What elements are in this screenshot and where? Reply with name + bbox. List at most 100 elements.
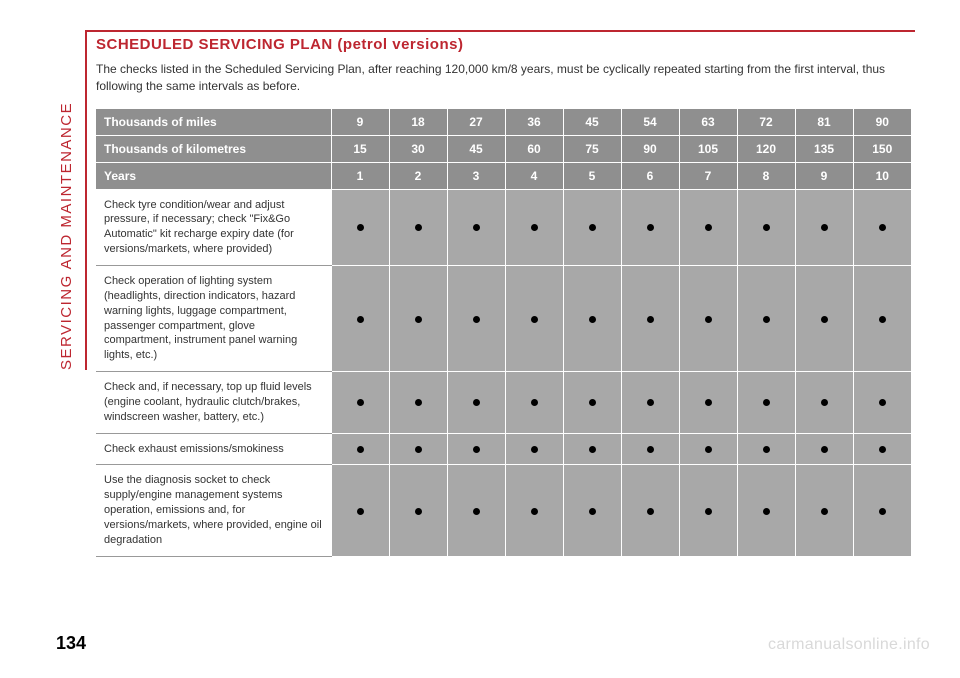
dot-icon (647, 508, 654, 515)
header-value: 8 (737, 162, 795, 189)
row-cell (447, 189, 505, 265)
row-cell (331, 433, 389, 465)
page-heading: SCHEDULED SERVICING PLAN (petrol version… (96, 36, 911, 53)
dot-icon (589, 316, 596, 323)
dot-icon (415, 316, 422, 323)
row-cell (447, 465, 505, 556)
dot-icon (879, 446, 886, 453)
header-value: 9 (331, 109, 389, 136)
row-cell (679, 189, 737, 265)
table-row: Check and, if necessary, top up fluid le… (96, 372, 911, 434)
header-label: Thousands of kilometres (96, 135, 331, 162)
row-cell (389, 265, 447, 371)
dot-icon (879, 224, 886, 231)
row-cell (505, 265, 563, 371)
dot-icon (473, 316, 480, 323)
row-cell (505, 189, 563, 265)
row-cell (795, 433, 853, 465)
header-value: 18 (389, 109, 447, 136)
dot-icon (589, 508, 596, 515)
dot-icon (415, 508, 422, 515)
dot-icon (821, 224, 828, 231)
dot-icon (415, 224, 422, 231)
dot-icon (705, 316, 712, 323)
row-label: Check and, if necessary, top up fluid le… (96, 372, 331, 434)
header-value: 54 (621, 109, 679, 136)
row-label: Check tyre condition/wear and adjust pre… (96, 189, 331, 265)
row-cell (331, 465, 389, 556)
content-area: SCHEDULED SERVICING PLAN (petrol version… (96, 36, 911, 557)
table-row: Use the diagnosis socket to check supply… (96, 465, 911, 556)
red-rule-vertical (85, 30, 87, 370)
servicing-table: Thousands of miles9182736455463728190Tho… (96, 109, 911, 557)
table-header: Thousands of miles9182736455463728190Tho… (96, 109, 911, 190)
dot-icon (763, 316, 770, 323)
row-cell (331, 189, 389, 265)
dot-icon (531, 508, 538, 515)
header-value: 3 (447, 162, 505, 189)
table-header-row: Years12345678910 (96, 162, 911, 189)
row-cell (679, 265, 737, 371)
row-cell (447, 265, 505, 371)
row-cell (853, 372, 911, 434)
dot-icon (357, 316, 364, 323)
header-value: 30 (389, 135, 447, 162)
header-value: 105 (679, 135, 737, 162)
header-value: 63 (679, 109, 737, 136)
header-value: 135 (795, 135, 853, 162)
dot-icon (473, 508, 480, 515)
header-value: 72 (737, 109, 795, 136)
row-cell (563, 189, 621, 265)
dot-icon (647, 399, 654, 406)
row-cell (795, 372, 853, 434)
row-cell (563, 465, 621, 556)
dot-icon (357, 399, 364, 406)
row-cell (331, 372, 389, 434)
row-cell (853, 265, 911, 371)
table-header-row: Thousands of miles9182736455463728190 (96, 109, 911, 136)
row-cell (679, 433, 737, 465)
table-body: Check tyre condition/wear and adjust pre… (96, 189, 911, 556)
dot-icon (879, 316, 886, 323)
row-cell (447, 372, 505, 434)
dot-icon (531, 446, 538, 453)
row-cell (795, 265, 853, 371)
row-cell (679, 465, 737, 556)
header-value: 75 (563, 135, 621, 162)
dot-icon (879, 508, 886, 515)
header-label: Years (96, 162, 331, 189)
row-cell (621, 372, 679, 434)
row-label: Check operation of lighting system (head… (96, 265, 331, 371)
row-cell (505, 433, 563, 465)
dot-icon (821, 399, 828, 406)
dot-icon (415, 446, 422, 453)
dot-icon (647, 224, 654, 231)
dot-icon (357, 224, 364, 231)
row-cell (853, 189, 911, 265)
row-label: Use the diagnosis socket to check supply… (96, 465, 331, 556)
table-row: Check exhaust emissions/smokiness (96, 433, 911, 465)
row-cell (795, 465, 853, 556)
header-value: 150 (853, 135, 911, 162)
header-value: 2 (389, 162, 447, 189)
header-value: 27 (447, 109, 505, 136)
row-cell (563, 265, 621, 371)
page-number: 134 (56, 633, 86, 654)
dot-icon (763, 446, 770, 453)
red-rule-horizontal (85, 30, 915, 32)
dot-icon (763, 508, 770, 515)
row-label: Check exhaust emissions/smokiness (96, 433, 331, 465)
header-value: 4 (505, 162, 563, 189)
watermark: carmanualsonline.info (768, 636, 930, 654)
dot-icon (821, 508, 828, 515)
row-cell (621, 265, 679, 371)
header-value: 45 (447, 135, 505, 162)
dot-icon (357, 508, 364, 515)
dot-icon (531, 316, 538, 323)
intro-paragraph: The checks listed in the Scheduled Servi… (96, 61, 911, 95)
header-value: 45 (563, 109, 621, 136)
dot-icon (357, 446, 364, 453)
dot-icon (589, 224, 596, 231)
row-cell (621, 189, 679, 265)
dot-icon (473, 399, 480, 406)
